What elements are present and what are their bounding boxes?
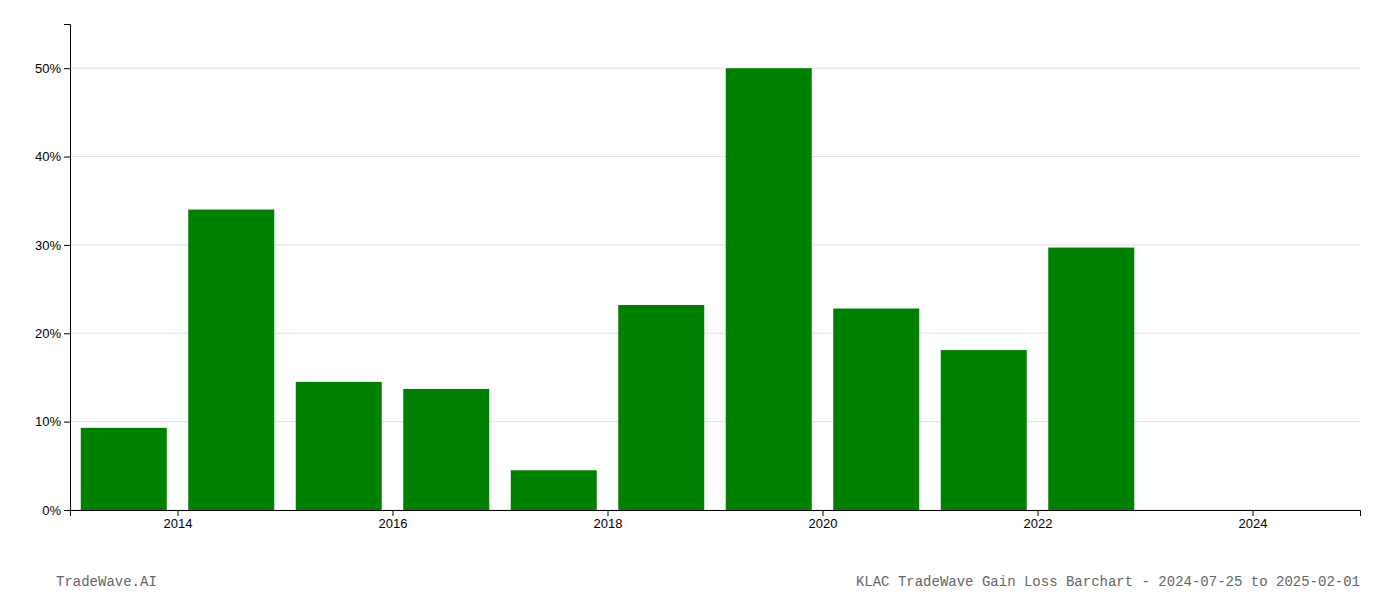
bars xyxy=(81,68,1135,510)
y-tick: 30% xyxy=(35,238,70,253)
x-tick: 2014 xyxy=(164,510,193,531)
y-tick: 10% xyxy=(35,414,70,429)
x-axis: 2014 2016 2018 2020 2022 2024 xyxy=(71,510,1361,531)
y-tick-label: 50% xyxy=(35,61,61,76)
bar xyxy=(833,309,919,510)
x-axis-line xyxy=(71,511,1361,517)
y-axis-line xyxy=(64,25,71,511)
x-tick-mark xyxy=(1038,510,1039,516)
bar xyxy=(403,389,489,510)
y-tick-mark xyxy=(64,157,70,158)
y-tick-label: 0% xyxy=(42,503,61,518)
x-tick-label: 2016 xyxy=(379,516,408,531)
x-tick: 2022 xyxy=(1024,510,1053,531)
x-tick-mark xyxy=(608,510,609,516)
x-tick-mark xyxy=(1253,510,1254,516)
bar xyxy=(188,210,274,510)
y-tick-label: 10% xyxy=(35,414,61,429)
bar xyxy=(941,350,1027,510)
grid-line xyxy=(70,68,1360,69)
bar xyxy=(618,305,704,510)
x-tick-label: 2020 xyxy=(809,516,838,531)
annotation: TradeWave.AI xyxy=(56,574,157,590)
grid xyxy=(70,68,1360,510)
bar xyxy=(1156,510,1242,511)
y-tick-label: 40% xyxy=(35,149,61,164)
y-tick-mark xyxy=(64,245,70,246)
y-tick: 50% xyxy=(35,61,70,76)
bar xyxy=(726,68,812,510)
y-tick-mark xyxy=(64,333,70,334)
chart: 0% 10% 20% 30% 40% 50% 2014 2016 2018 2020 2022 202… xyxy=(0,0,1400,600)
y-tick-label: 30% xyxy=(35,238,61,253)
y-tick-mark xyxy=(64,68,70,69)
y-axis: 0% 10% 20% 30% 40% 50% xyxy=(35,25,71,518)
x-tick-mark xyxy=(178,510,179,516)
bar xyxy=(511,470,597,510)
y-tick: 20% xyxy=(35,326,70,341)
x-tick-mark xyxy=(823,510,824,516)
y-tick-label: 20% xyxy=(35,326,61,341)
x-tick: 2020 xyxy=(809,510,838,531)
x-tick-label: 2018 xyxy=(594,516,623,531)
y-tick-mark xyxy=(64,422,70,423)
x-tick-label: 2014 xyxy=(164,516,193,531)
x-tick-label: 2022 xyxy=(1024,516,1053,531)
bar xyxy=(81,428,167,510)
x-tick: 2018 xyxy=(594,510,623,531)
title: KLAC TradeWave Gain Loss Barchart - 2024… xyxy=(856,574,1360,590)
x-tick-label: 2024 xyxy=(1239,516,1268,531)
x-tick: 2016 xyxy=(379,510,408,531)
bar xyxy=(1048,248,1134,510)
y-tick: 40% xyxy=(35,149,70,164)
y-tick: 0% xyxy=(42,503,70,518)
bar xyxy=(296,382,382,510)
x-tick: 2024 xyxy=(1239,510,1268,531)
x-tick-mark xyxy=(393,510,394,516)
grid-line xyxy=(70,156,1360,157)
y-tick-mark xyxy=(64,510,70,511)
